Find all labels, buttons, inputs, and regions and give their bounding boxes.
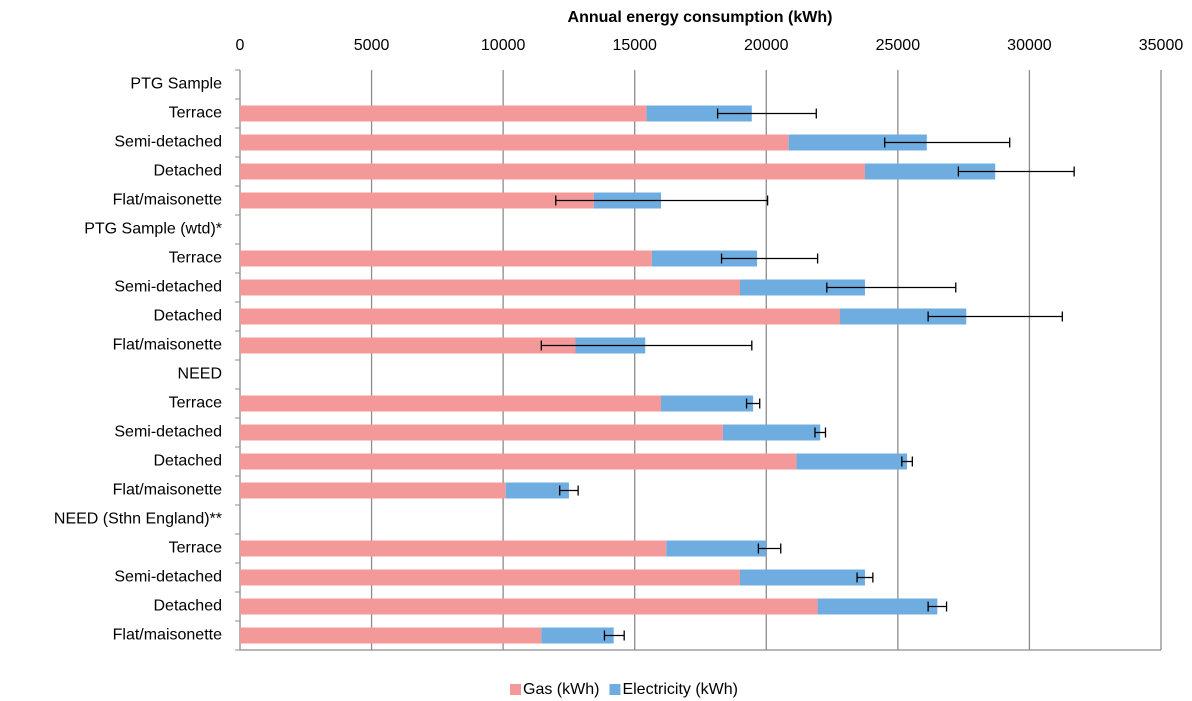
bar-segment — [240, 192, 594, 209]
error-bar — [555, 195, 769, 206]
x-tick-label: 20000 — [744, 37, 789, 54]
bar-segment — [505, 482, 569, 499]
bar-segment — [839, 308, 967, 325]
y-tick-label: Flat/maisonette — [113, 482, 222, 499]
bar-segment — [240, 279, 740, 296]
bar-segment — [666, 540, 767, 557]
bar-segment — [240, 395, 662, 412]
error-bar — [814, 427, 827, 438]
bar-segment — [722, 424, 821, 441]
y-tick-label: PTG Sample (wtd)* — [84, 221, 222, 238]
bar-segment — [739, 279, 865, 296]
legend-swatch — [510, 684, 521, 695]
y-tick-label: Semi-detached — [114, 569, 222, 586]
error-bar — [826, 282, 957, 293]
y-tick-label: Flat/maisonette — [113, 627, 222, 644]
x-tick-label: 0 — [236, 37, 245, 54]
bar-segment — [240, 453, 797, 470]
legend-label: Gas (kWh) — [523, 681, 599, 698]
y-tick-label: Semi-detached — [114, 279, 222, 296]
bar-segment — [817, 598, 938, 615]
bar-segment — [541, 627, 614, 644]
error-bar — [540, 340, 753, 351]
bar-segment — [646, 105, 752, 122]
bar-segment — [240, 540, 667, 557]
y-tick-label: Detached — [154, 453, 223, 470]
bar-segment — [739, 569, 865, 586]
x-tick-label: 25000 — [876, 37, 921, 54]
y-tick-label: Semi-detached — [114, 134, 222, 151]
y-tick-label: Detached — [154, 598, 223, 615]
x-tick-label: 5000 — [354, 37, 390, 54]
error-bar — [603, 630, 625, 641]
bar-segment — [240, 598, 818, 615]
x-tick-label: 35000 — [1139, 37, 1184, 54]
bar-segment — [240, 250, 652, 267]
y-tick-label: NEED (Sthn England)** — [54, 511, 222, 528]
error-bar — [720, 253, 819, 264]
bar-segment — [240, 163, 865, 180]
error-bar — [745, 398, 761, 409]
bar-segment — [240, 627, 542, 644]
y-tick-label: Terrace — [169, 250, 222, 267]
bar-segment — [661, 395, 754, 412]
error-bar — [884, 137, 1011, 148]
error-bar — [559, 485, 579, 496]
y-tick-label: Flat/maisonette — [113, 192, 222, 209]
y-tick-label: PTG Sample — [130, 76, 222, 93]
bar-segment — [651, 250, 758, 267]
bar-segment — [796, 453, 908, 470]
error-bar — [927, 601, 948, 612]
error-bar — [757, 543, 782, 554]
x-tick-label: 15000 — [612, 37, 657, 54]
y-tick-label: NEED — [178, 366, 222, 383]
y-tick-label: Terrace — [169, 395, 222, 412]
bar-segment — [240, 482, 506, 499]
x-tick-label: 10000 — [481, 37, 526, 54]
error-bar — [957, 166, 1075, 177]
bar-segment — [240, 337, 576, 354]
y-tick-label: Detached — [154, 163, 223, 180]
y-tick-label: Terrace — [169, 105, 222, 122]
bar-segment — [240, 424, 723, 441]
chart-title: Annual energy consumption (kWh) — [568, 9, 833, 26]
error-bar — [927, 311, 1063, 322]
y-tick-label: Semi-detached — [114, 424, 222, 441]
error-bar — [856, 572, 874, 583]
bar-segment — [788, 134, 927, 151]
bar-segment — [240, 308, 840, 325]
legend-label: Electricity (kWh) — [622, 681, 738, 698]
y-tick-label: Terrace — [169, 540, 222, 557]
legend-swatch — [609, 684, 621, 695]
bar-segment — [864, 163, 996, 180]
bar-segment — [240, 569, 740, 586]
y-tick-label: Detached — [154, 308, 223, 325]
y-tick-label: Flat/maisonette — [113, 337, 222, 354]
bar-segment — [240, 105, 647, 122]
error-bar — [901, 456, 913, 467]
error-bar — [716, 108, 817, 119]
bar-segment — [240, 134, 789, 151]
x-tick-label: 30000 — [1007, 37, 1052, 54]
